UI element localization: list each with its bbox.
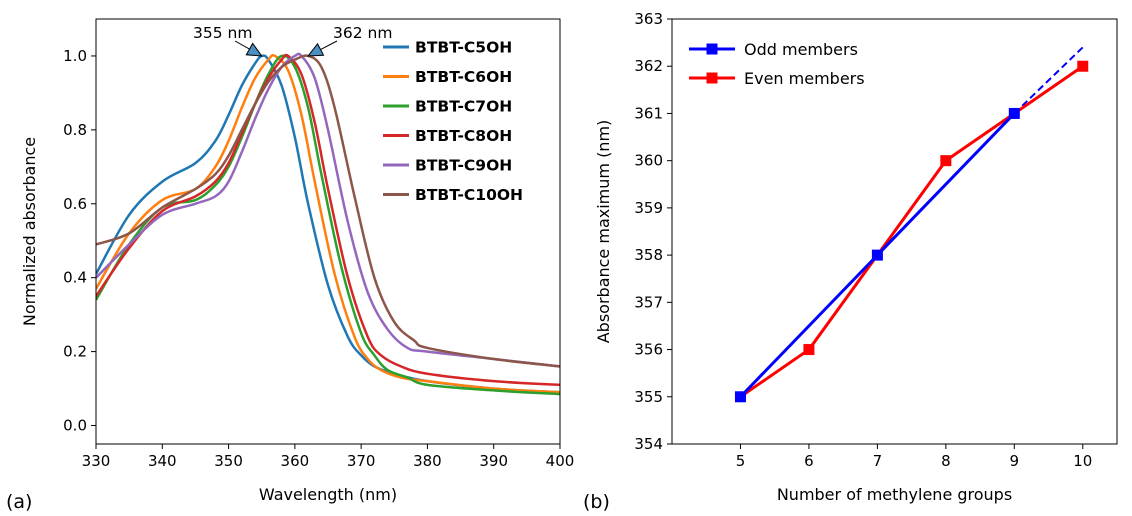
panel-a: 330 340 350 360 370 380 390 400 0.0 0.2 0.4 0.6 0.8 1…: [6, 18, 575, 513]
x-tick-label: 340: [148, 452, 177, 470]
odd-extrapolation-line: [1013, 46, 1084, 115]
odd-member-marker: [871, 249, 883, 261]
series-line-btbt-c9oh: [96, 52, 560, 368]
legend-marker: [706, 43, 718, 55]
panel-a-frame: [95, 18, 561, 445]
x-tick-label: 7: [873, 452, 883, 470]
panel-b-frame: [671, 18, 1118, 445]
odd-member-marker: [734, 391, 746, 403]
y-tick-label: 359: [634, 199, 663, 217]
y-tick-label: 363: [634, 10, 663, 28]
legend-label: BTBT-C9OH: [415, 157, 512, 175]
peak-annotation-label: 355 nm: [193, 24, 252, 42]
peak-annotation-arrow-head: [245, 42, 263, 57]
peak-annotation-label: 362 nm: [333, 24, 392, 42]
y-tick-label: 362: [634, 57, 663, 75]
y-tick-label: 0.6: [63, 195, 87, 213]
y-tick-label: 355: [634, 388, 663, 406]
even-member-marker: [803, 344, 815, 356]
legend-label: Even members: [744, 69, 865, 88]
legend-label: Odd members: [744, 40, 858, 59]
panel-b: 5 6 7 8 9 10 354 355 356 357 358 359 360 361 362 363 Num…: [583, 10, 1118, 513]
y-tick-label: 0.2: [63, 343, 87, 361]
legend-label: BTBT-C5OH: [415, 39, 512, 57]
peak-annotation-arrow-head: [307, 42, 325, 57]
x-tick-label: 6: [804, 452, 814, 470]
panel-label: (a): [6, 491, 32, 513]
series-line-even-members: [739, 64, 1084, 399]
x-tick-label: 380: [413, 452, 442, 470]
x-tick-label: 390: [479, 452, 508, 470]
x-tick-label: 9: [1010, 452, 1020, 470]
legend-marker: [706, 72, 718, 84]
x-tick-label: 10: [1073, 452, 1092, 470]
x-axis-label: Wavelength (nm): [259, 485, 397, 504]
y-tick-label: 0.0: [63, 417, 87, 435]
x-tick-label: 5: [736, 452, 746, 470]
panel-a-curves: [96, 52, 560, 396]
x-tick-label: 330: [82, 452, 111, 470]
legend-label: BTBT-C6OH: [415, 68, 512, 86]
legend-a: BTBT-C5OH BTBT-C6OH BTBT-C7OH BTBT-C8OH BTBT…: [383, 39, 523, 204]
x-tick-label: 360: [281, 452, 310, 470]
series-line-btbt-c7oh: [96, 54, 560, 396]
x-tick-label: 350: [214, 452, 243, 470]
y-tick-label: 1.0: [63, 47, 87, 65]
panel-label: (b): [583, 491, 610, 513]
odd-member-marker: [1008, 107, 1020, 119]
x-tick-label: 8: [941, 452, 951, 470]
y-tick-label: 361: [634, 104, 663, 122]
legend-label: BTBT-C10OH: [415, 186, 523, 204]
x-axis-label: Number of methylene groups: [777, 485, 1012, 504]
legend-label: BTBT-C8OH: [415, 127, 512, 145]
y-tick-label: 354: [634, 435, 663, 453]
peak-annotation-arrow-shaft: [320, 40, 338, 50]
legend-b: Odd members Even members: [689, 40, 865, 88]
y-tick-label: 358: [634, 246, 663, 264]
y-tick-label: 356: [634, 341, 663, 359]
y-axis-label: Absorbance maximum (nm): [594, 120, 613, 344]
x-tick-label: 400: [546, 452, 575, 470]
series-line-btbt-c10oh: [96, 54, 560, 368]
y-tick-label: 0.8: [63, 121, 87, 139]
legend-label: BTBT-C7OH: [415, 98, 512, 116]
even-member-marker: [1077, 60, 1089, 72]
y-axis-label: Normalized absorbance: [20, 137, 39, 326]
even-member-marker: [940, 155, 952, 167]
y-tick-label: 0.4: [63, 269, 87, 287]
y-tick-label: 360: [634, 152, 663, 170]
x-tick-label: 370: [347, 452, 376, 470]
peak-annotation-arrow-shaft: [234, 40, 250, 50]
y-tick-label: 357: [634, 293, 663, 311]
